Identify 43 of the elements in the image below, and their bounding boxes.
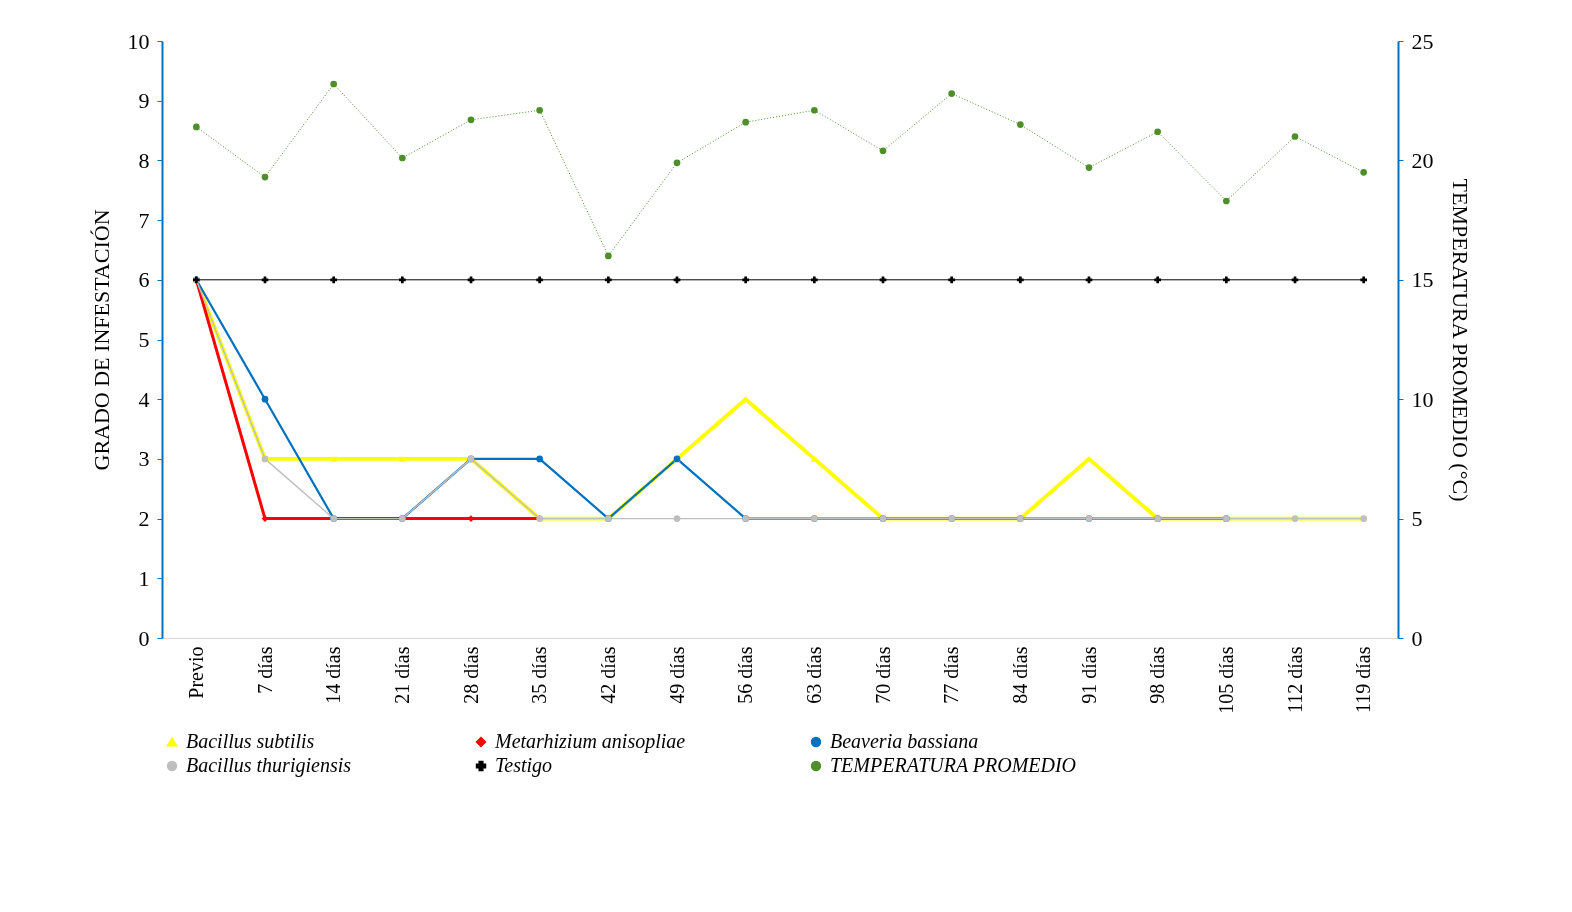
y2-tick-label: 15	[1411, 267, 1434, 293]
x-tick-label: 56 días	[734, 646, 757, 704]
x-tick-label: 49 días	[665, 646, 688, 704]
x-tick-label: 84 días	[1008, 646, 1031, 704]
legend-label: Bacillus thurigiensis	[186, 754, 352, 777]
x-tick-label: 63 días	[802, 646, 825, 704]
x-tick-label: 42 días	[596, 646, 619, 704]
y2-tick-label: 25	[1411, 28, 1434, 54]
x-tick-label: 14 días	[322, 646, 345, 704]
y-tick-label: 3	[138, 446, 150, 472]
x-tick-label: 28 días	[459, 646, 482, 704]
y2-tick-label: 10	[1411, 386, 1434, 412]
y-axis-title: GRADO DE INFESTACIÓN	[88, 209, 114, 471]
x-tick-label: 70 días	[871, 646, 894, 704]
y-tick-label: 9	[138, 88, 150, 114]
y-tick-label: 0	[138, 625, 150, 651]
x-tick-label: 7 días	[253, 646, 276, 694]
y-tick-label: 7	[138, 207, 150, 233]
y-tick-label: 1	[138, 565, 150, 591]
y-tick-label: 10	[127, 28, 150, 54]
y2-tick-label: 20	[1411, 147, 1434, 173]
y2-tick-label: 5	[1411, 506, 1423, 532]
legend-label: TEMPERATURA PROMEDIO	[830, 754, 1077, 776]
legend-label: Metarhizium anisopliae	[494, 730, 686, 753]
x-tick-label: 119 días	[1352, 646, 1375, 713]
x-tick-label: 91 días	[1077, 646, 1100, 704]
x-tick-label: 98 días	[1146, 646, 1169, 704]
legend-label: Beaveria bassiana	[830, 730, 979, 752]
x-tick-label: 112 días	[1283, 646, 1306, 713]
y-tick-label: 6	[138, 267, 150, 293]
y-tick-label: 2	[138, 506, 150, 532]
x-tick-label: Previo	[184, 646, 207, 699]
legend-label: Bacillus subtilis	[186, 730, 315, 752]
y2-tick-label: 0	[1411, 625, 1423, 651]
legend-label: Testigo	[495, 754, 553, 777]
y-tick-label: 4	[138, 386, 150, 412]
x-tick-label: 21 días	[390, 646, 413, 704]
y-tick-label: 8	[138, 147, 150, 173]
x-tick-label: 105 días	[1214, 646, 1237, 714]
x-tick-label: 35 días	[528, 646, 551, 704]
y-tick-label: 5	[138, 327, 150, 352]
y2-axis-title: TEMPERATURA PROMEDIO (°C)	[1447, 178, 1473, 502]
x-tick-label: 77 días	[940, 646, 963, 704]
